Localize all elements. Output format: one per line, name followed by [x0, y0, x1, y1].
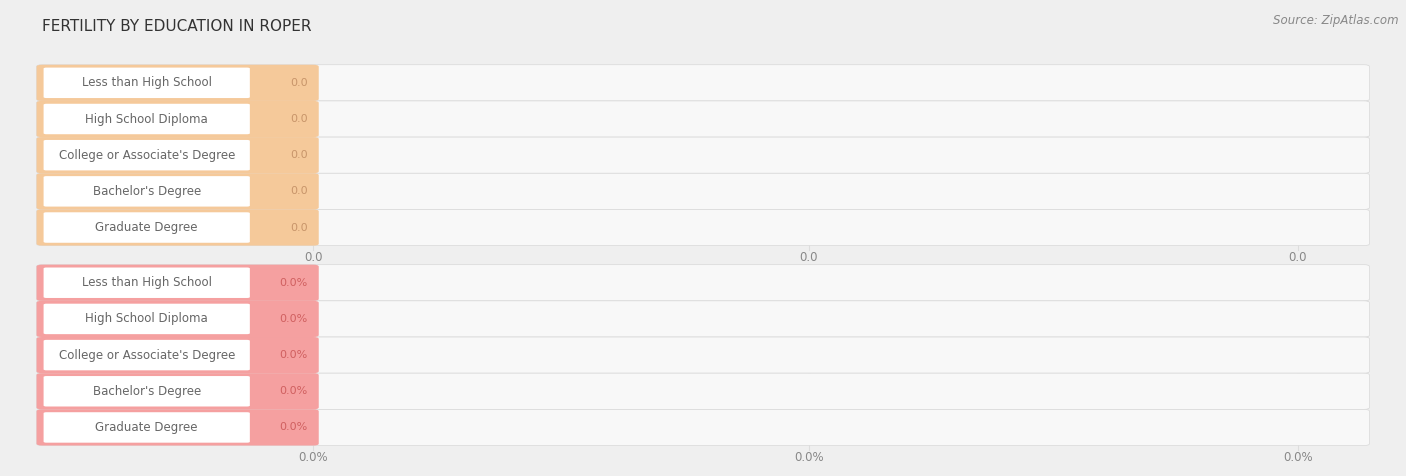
Text: 0.0%: 0.0% [1282, 451, 1313, 465]
FancyBboxPatch shape [37, 209, 319, 246]
FancyBboxPatch shape [37, 101, 1369, 137]
Text: 0.0%: 0.0% [280, 350, 308, 360]
Text: College or Associate's Degree: College or Associate's Degree [59, 348, 235, 362]
Text: 0.0: 0.0 [290, 150, 308, 160]
FancyBboxPatch shape [37, 301, 319, 337]
Text: Source: ZipAtlas.com: Source: ZipAtlas.com [1274, 14, 1399, 27]
Text: 0.0: 0.0 [1288, 251, 1308, 265]
Text: High School Diploma: High School Diploma [86, 112, 208, 126]
Text: Graduate Degree: Graduate Degree [96, 221, 198, 234]
FancyBboxPatch shape [37, 265, 319, 301]
Text: College or Associate's Degree: College or Associate's Degree [59, 149, 235, 162]
Text: 0.0: 0.0 [290, 78, 308, 88]
FancyBboxPatch shape [37, 301, 1369, 337]
FancyBboxPatch shape [44, 304, 250, 334]
FancyBboxPatch shape [44, 176, 250, 207]
FancyBboxPatch shape [37, 409, 1369, 446]
Text: Less than High School: Less than High School [82, 276, 212, 289]
Text: 0.0%: 0.0% [280, 422, 308, 433]
FancyBboxPatch shape [44, 268, 250, 298]
FancyBboxPatch shape [37, 101, 319, 137]
Text: 0.0%: 0.0% [280, 314, 308, 324]
Text: 0.0%: 0.0% [298, 451, 328, 465]
FancyBboxPatch shape [37, 137, 319, 173]
FancyBboxPatch shape [37, 337, 319, 373]
FancyBboxPatch shape [44, 340, 250, 370]
FancyBboxPatch shape [37, 209, 1369, 246]
Text: Bachelor's Degree: Bachelor's Degree [93, 385, 201, 398]
Text: FERTILITY BY EDUCATION IN ROPER: FERTILITY BY EDUCATION IN ROPER [42, 19, 312, 34]
Text: High School Diploma: High School Diploma [86, 312, 208, 326]
FancyBboxPatch shape [44, 376, 250, 407]
FancyBboxPatch shape [37, 137, 1369, 173]
FancyBboxPatch shape [44, 412, 250, 443]
FancyBboxPatch shape [37, 373, 319, 409]
FancyBboxPatch shape [37, 173, 1369, 209]
Text: 0.0: 0.0 [290, 186, 308, 197]
Text: 0.0: 0.0 [304, 251, 322, 265]
FancyBboxPatch shape [37, 337, 1369, 373]
FancyBboxPatch shape [37, 409, 319, 446]
Text: 0.0: 0.0 [290, 114, 308, 124]
FancyBboxPatch shape [44, 140, 250, 170]
FancyBboxPatch shape [44, 212, 250, 243]
Text: Graduate Degree: Graduate Degree [96, 421, 198, 434]
FancyBboxPatch shape [37, 173, 319, 209]
Text: 0.0%: 0.0% [794, 451, 824, 465]
FancyBboxPatch shape [44, 68, 250, 98]
FancyBboxPatch shape [37, 65, 1369, 101]
Text: 0.0: 0.0 [800, 251, 818, 265]
Text: Less than High School: Less than High School [82, 76, 212, 89]
FancyBboxPatch shape [44, 104, 250, 134]
Text: 0.0%: 0.0% [280, 386, 308, 397]
FancyBboxPatch shape [37, 265, 1369, 301]
Text: 0.0: 0.0 [290, 222, 308, 233]
FancyBboxPatch shape [37, 373, 1369, 409]
FancyBboxPatch shape [37, 65, 319, 101]
Text: Bachelor's Degree: Bachelor's Degree [93, 185, 201, 198]
Text: 0.0%: 0.0% [280, 278, 308, 288]
